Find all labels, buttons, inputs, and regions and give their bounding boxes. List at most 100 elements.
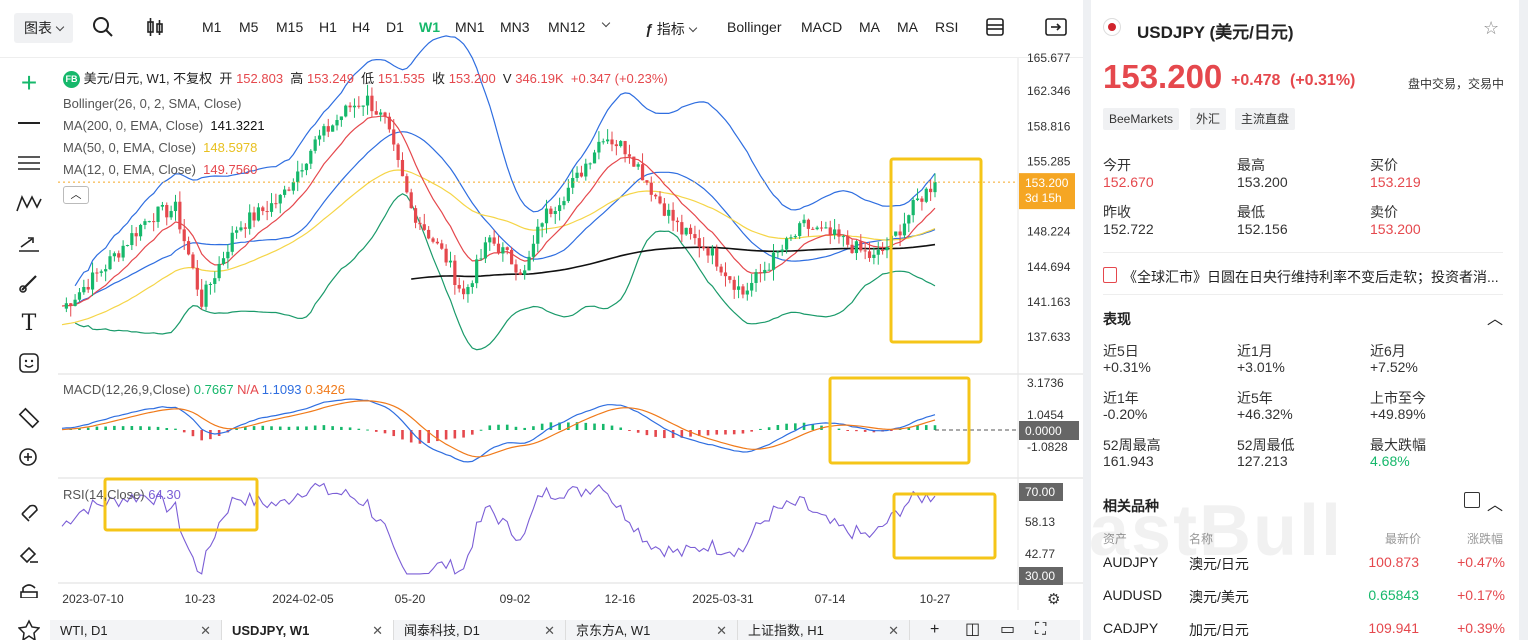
- collapse-chevron-icon[interactable]: ︿: [1487, 497, 1504, 514]
- emoji-icon[interactable]: [14, 348, 44, 378]
- layout-icon[interactable]: [985, 17, 1005, 40]
- tf-h4[interactable]: H4: [352, 19, 370, 35]
- related-change[interactable]: +0.47%: [1457, 554, 1505, 570]
- candle-type-icon[interactable]: [145, 17, 165, 40]
- tf-m1[interactable]: M1: [202, 19, 222, 35]
- indicator-bollinger[interactable]: Bollinger: [727, 19, 782, 35]
- window-icon[interactable]: ▭: [1000, 621, 1016, 638]
- close-icon[interactable]: ✕: [888, 623, 899, 638]
- related-price[interactable]: 0.65843: [1368, 587, 1419, 603]
- candle-body: [265, 211, 269, 213]
- tf-d1[interactable]: D1: [386, 19, 404, 35]
- favorite-star-icon[interactable]: ☆: [1483, 18, 1500, 38]
- candle-body: [217, 263, 221, 279]
- related-asset[interactable]: CADJPY: [1103, 620, 1159, 636]
- tf-mn1[interactable]: MN1: [455, 19, 485, 35]
- projection-icon[interactable]: [14, 228, 44, 258]
- split-view-icon[interactable]: ◫: [965, 621, 981, 638]
- related-name[interactable]: 澳元/日元: [1189, 556, 1249, 572]
- expand-icon[interactable]: ⛶: [1035, 621, 1047, 638]
- candle-body: [544, 208, 549, 224]
- tag-broker[interactable]: BeeMarkets: [1103, 108, 1180, 130]
- time-tick-label: 05-20: [395, 592, 426, 606]
- rsi-tick-label: 42.77: [1025, 547, 1055, 561]
- price-tick-label: 165.677: [1027, 51, 1071, 65]
- price-tick-label: 162.346: [1027, 84, 1071, 98]
- indicator-rsi[interactable]: RSI: [935, 19, 959, 35]
- ruler-icon[interactable]: [14, 403, 44, 433]
- crosshair-icon[interactable]: +: [20, 67, 38, 98]
- indicator-macd[interactable]: MACD: [801, 19, 843, 35]
- tf-mn12[interactable]: MN12: [548, 19, 586, 35]
- close-icon[interactable]: ✕: [200, 623, 211, 638]
- candle-body: [300, 170, 304, 172]
- stat-value: 153.200: [1370, 221, 1421, 237]
- tag-forex[interactable]: 外汇: [1190, 108, 1227, 130]
- candle-body: [509, 249, 514, 265]
- tab-wingtech-d1[interactable]: 闻泰科技, D1 ✕: [394, 620, 566, 640]
- tf-m15[interactable]: M15: [276, 19, 304, 35]
- tf-m5[interactable]: M5: [239, 19, 259, 35]
- price-tick-label: 158.816: [1027, 119, 1071, 133]
- candle-body: [143, 221, 147, 225]
- macd-histogram-bar: [523, 427, 526, 430]
- news-headline[interactable]: 《全球汇市》日圆在日央行维持利率不变后走软；投资者消...: [1123, 269, 1499, 285]
- settings-gear-icon[interactable]: ⚙: [1047, 591, 1060, 608]
- close-icon[interactable]: ✕: [716, 623, 727, 638]
- related-name[interactable]: 澳元/美元: [1189, 589, 1249, 605]
- highlight-box: [892, 492, 997, 560]
- close-icon[interactable]: ✕: [372, 623, 383, 638]
- price-chart[interactable]: 165.677162.346158.816155.285151.754148.2…: [0, 0, 1083, 640]
- candle-body: [392, 129, 396, 145]
- macd-histogram-bar: [549, 422, 553, 430]
- indicator-ma-2[interactable]: MA: [897, 19, 918, 35]
- tab-wti-d1[interactable]: WTI, D1 ✕: [50, 620, 222, 640]
- zoom-in-icon[interactable]: [14, 443, 44, 473]
- tab-shanghai-h1[interactable]: 上证指数, H1 ✕: [738, 620, 910, 640]
- close-icon[interactable]: ✕: [544, 623, 555, 638]
- candle-body: [736, 286, 741, 290]
- stat-label: 卖价: [1370, 204, 1398, 220]
- list-icon[interactable]: [1464, 492, 1480, 508]
- candle-body: [649, 182, 653, 195]
- collapse-legend-chevron-icon[interactable]: ︿: [63, 186, 89, 204]
- time-tick-label: 10-23: [185, 592, 216, 606]
- related-asset[interactable]: AUDJPY: [1103, 554, 1159, 570]
- text-tool-icon[interactable]: T: [21, 310, 37, 336]
- tab-boe-w1[interactable]: 京东方A, W1 ✕: [566, 620, 738, 640]
- related-price[interactable]: 100.873: [1368, 554, 1419, 570]
- candle-body: [815, 227, 819, 230]
- related-price[interactable]: 109.941: [1368, 620, 1419, 636]
- parallel-lines-icon[interactable]: [14, 148, 44, 178]
- tf-h1[interactable]: H1: [319, 19, 337, 35]
- chart-type-dropdown[interactable]: 图表: [14, 13, 73, 43]
- search-icon[interactable]: [92, 16, 114, 41]
- brush-icon[interactable]: [14, 268, 44, 298]
- candle-body: [64, 303, 68, 309]
- candle-body: [833, 229, 837, 235]
- tf-mn3[interactable]: MN3: [500, 19, 530, 35]
- indicator-ma[interactable]: MA: [859, 19, 880, 35]
- related-change[interactable]: +0.17%: [1457, 587, 1505, 603]
- countdown-value: 3d 15h: [1025, 191, 1062, 205]
- candle-body: [457, 284, 461, 289]
- collapse-chevron-icon[interactable]: ︿: [1487, 311, 1504, 328]
- pattern-tool-icon[interactable]: [14, 188, 44, 218]
- magnet-icon[interactable]: [14, 498, 44, 528]
- line-tool-icon[interactable]: [14, 108, 44, 138]
- lock-icon[interactable]: [14, 576, 44, 606]
- tf-w1[interactable]: W1: [419, 19, 440, 35]
- news-icon: [1103, 267, 1117, 283]
- eraser-icon[interactable]: [14, 538, 44, 568]
- indicator-menu[interactable]: ƒ 指标: [645, 19, 698, 39]
- favorite-star-icon[interactable]: [14, 615, 44, 640]
- related-asset[interactable]: AUDUSD: [1103, 587, 1163, 603]
- related-name[interactable]: 加元/日元: [1189, 622, 1249, 638]
- add-tab-icon[interactable]: +: [930, 621, 940, 638]
- tab-usdjpy-w1[interactable]: USDJPY, W1 ✕: [222, 620, 394, 640]
- candle-body: [789, 237, 793, 239]
- related-change[interactable]: +0.39%: [1457, 620, 1505, 636]
- tag-major[interactable]: 主流直盘: [1235, 108, 1296, 130]
- fullscreen-exit-icon[interactable]: [1045, 17, 1067, 40]
